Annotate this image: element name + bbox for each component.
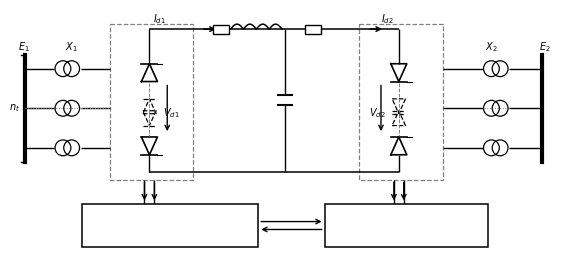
- Text: 整流侧控制系统: 整流侧控制系统: [147, 221, 193, 231]
- Text: 逆变侧控制系统: 逆变侧控制系统: [383, 221, 429, 231]
- Bar: [305, 25, 320, 34]
- Text: $X_2$: $X_2$: [486, 40, 498, 54]
- Bar: [110, 24, 193, 180]
- Bar: [82, 204, 258, 247]
- Text: $V_{d2}$: $V_{d2}$: [369, 106, 385, 120]
- Text: $V_{d1}$: $V_{d1}$: [163, 106, 180, 120]
- Bar: [359, 24, 443, 180]
- Text: $I_{d1}$: $I_{d1}$: [153, 12, 166, 26]
- Text: $n_t$: $n_t$: [9, 102, 21, 114]
- Text: $I_{d2}$: $I_{d2}$: [381, 12, 393, 26]
- Bar: [213, 25, 229, 34]
- Text: $E_2$: $E_2$: [539, 40, 551, 54]
- Text: $X_1$: $X_1$: [65, 40, 78, 54]
- Text: $E_1$: $E_1$: [18, 40, 30, 54]
- Bar: [324, 204, 488, 247]
